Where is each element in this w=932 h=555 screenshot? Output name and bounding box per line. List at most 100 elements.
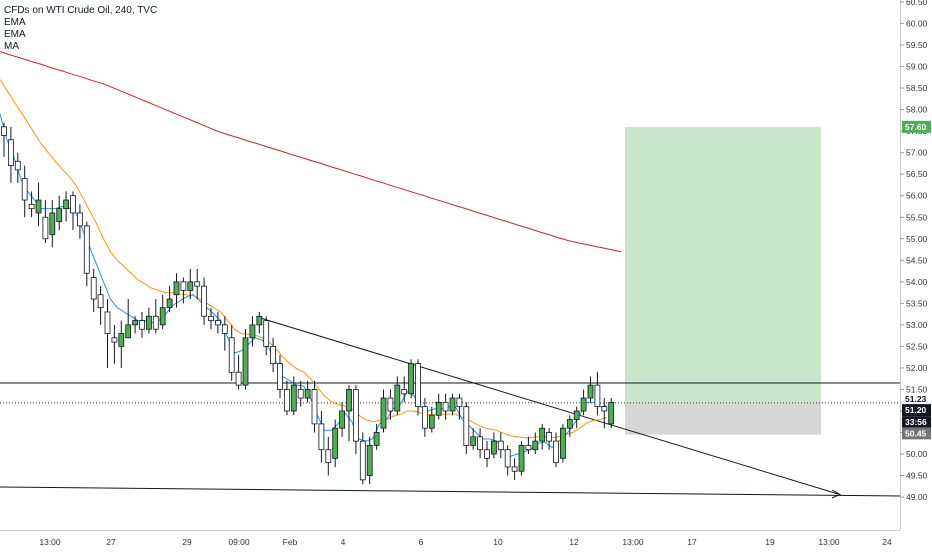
candle [35,182,42,226]
candle [511,458,518,480]
candle [435,393,442,420]
candle [539,423,546,450]
support-trendline [0,486,901,497]
candle-body [63,199,69,210]
candle [421,398,428,437]
candle [125,299,132,339]
candle-body [97,294,104,309]
candle [594,372,601,416]
candle-body [449,397,456,412]
candle-body [263,320,270,347]
time-tick-label: Feb [283,537,298,547]
candle-body [366,445,373,476]
candle [490,432,497,459]
candle-body [553,440,559,464]
profit-zone [625,126,821,403]
price-tick-label: 60.50 [906,0,928,7]
candle-body [477,436,484,451]
time-tick-label: 17 [687,537,697,547]
candle [21,165,28,218]
candle [1,122,7,157]
candle [401,376,408,403]
candle [573,406,580,429]
candle [339,402,346,437]
candle [518,441,525,476]
candle-body [14,160,21,171]
candle-body [214,320,221,326]
trendline-arrowhead [831,489,842,499]
candle-body [166,298,173,309]
candle [504,445,511,476]
candle-body [1,126,7,136]
candle [608,398,615,429]
time-axis-bg [0,530,932,550]
candle-body [560,427,566,459]
chart-legend: CFDs on WTI Crude Oil, 240, TVC EMA EMA … [4,5,157,53]
candle [346,385,352,442]
candle [256,311,263,334]
target-price-tag-text: 57.60 [905,122,927,132]
candle-body [463,406,470,446]
candle-body [159,307,166,326]
candle [532,432,539,455]
candle [380,389,387,433]
candle-body [359,440,366,481]
time-tick-label: 29 [182,537,192,547]
candle [463,402,470,455]
candle-body [442,401,449,412]
entry-price-tag: 51.20 [902,404,931,417]
candle-body [180,281,187,291]
time-tick-label: 13:00 [622,537,644,547]
candle-body [277,363,283,390]
candle-body [470,436,477,446]
candle-body [249,324,256,339]
candle [104,299,111,368]
time-tick-label: 27 [106,537,116,547]
candle [97,286,104,325]
candle-body [566,419,573,429]
candle [428,406,435,433]
candle-body [511,466,518,472]
price-tick-label: 60.00 [906,19,928,29]
candle [477,428,484,459]
stop-price-tag-bg [902,427,931,440]
candle [359,432,366,485]
candle-body [242,337,249,386]
indicator-ema-slow-label: EMA [4,29,26,40]
descending-trendline [256,316,839,495]
target-price-tag: 57.60 [902,120,931,133]
candle-body [283,389,290,412]
candle-body [145,315,152,330]
candle [242,329,249,390]
candle-body [28,203,35,210]
candle [152,299,159,334]
price-tick-label: 56.50 [906,169,928,179]
indicator-ma-label: MA [4,41,19,52]
price-tick-label: 54.00 [906,277,928,287]
candle [325,436,332,476]
candle [132,316,139,334]
candle-body [111,337,118,343]
candle [159,294,166,330]
candle [332,419,339,467]
stop-price-tag: 50.45 [902,427,931,440]
stop-zone [625,402,821,435]
price-tick-label: 50.00 [906,449,928,459]
candle [587,376,594,403]
candle [601,398,608,429]
countdown-tag-bg [902,416,931,429]
candle [352,385,359,455]
time-tick-label: 09:00 [228,537,250,547]
candle-body [415,363,421,408]
candle-body [70,195,76,214]
candle [63,191,69,222]
candle [111,324,118,364]
candle-body [256,315,263,326]
candle-body [518,445,525,472]
candle-body [311,389,318,425]
time-tick-label: 24 [882,537,892,547]
price-tick-label: 54.50 [906,255,928,265]
candle-body [318,423,325,451]
